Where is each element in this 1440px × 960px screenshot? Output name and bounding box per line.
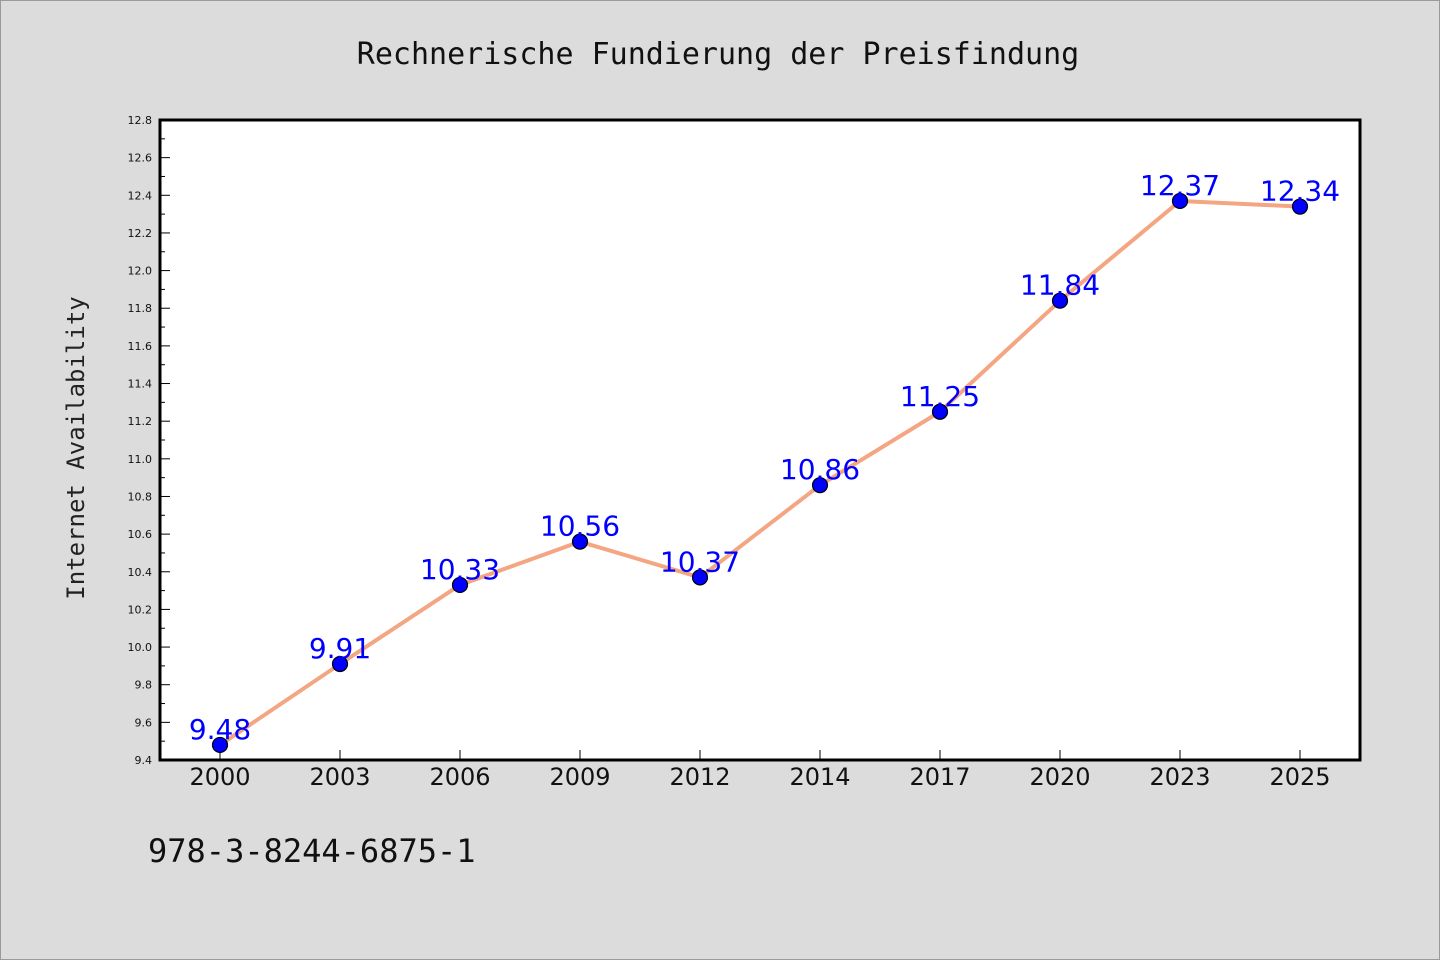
x-tick-label: 2025 (1269, 763, 1330, 791)
y-tick-label: 12.6 (128, 152, 153, 165)
data-point (331, 655, 349, 673)
y-tick-label: 10.0 (128, 641, 153, 654)
data-point (451, 576, 469, 594)
data-label: 10.33 (420, 553, 500, 586)
x-tick-label: 2023 (1149, 763, 1210, 791)
y-tick-label: 9.8 (135, 679, 153, 692)
data-label: 10.86 (780, 453, 860, 486)
plot-border (158, 118, 1362, 762)
data-point (1291, 198, 1309, 215)
x-tick-label: 2020 (1029, 763, 1090, 791)
x-tick-label: 2006 (429, 763, 490, 791)
data-label: 11.25 (900, 380, 980, 413)
y-axis: 9.4 9.6 9.8 10.0 10.2 10.4 10.6 10.8 11.0 11.2 11.… (128, 114, 170, 767)
x-axis: 2000 2003 2006 2009 2012 2014 2017 2020 2023 2025 (189, 750, 1331, 791)
x-tick-label: 2000 (189, 763, 250, 791)
isbn-text: 978-3-8244-6875-1 (148, 832, 476, 870)
y-tick-label: 10.8 (128, 490, 153, 503)
data-point (1051, 292, 1069, 309)
y-tick-label: 10.2 (128, 603, 153, 616)
y-tick-label: 11.8 (128, 302, 153, 315)
x-tick-label: 2017 (909, 763, 970, 791)
data-point (811, 477, 829, 494)
y-tick-label: 11.0 (128, 453, 153, 466)
chart-title: Rechnerische Fundierung der Preisfindung (357, 37, 1079, 72)
y-tick-label: 10.6 (128, 528, 153, 541)
y-tick-label: 12.8 (128, 114, 153, 127)
x-tick-label: 2009 (549, 763, 610, 791)
data-point (211, 736, 229, 754)
data-point (691, 569, 709, 586)
data-point (1171, 192, 1189, 210)
series-layer: 9.48 9.91 10.33 10.56 10.37 10.86 11.25 11.84 12… (189, 169, 1340, 754)
x-tick-label: 2003 (309, 763, 370, 791)
data-label: 12.37 (1140, 169, 1220, 202)
y-tick-label: 11.2 (128, 415, 153, 428)
y-tick-label: 11.6 (128, 340, 153, 353)
y-tick-label: 9.6 (135, 716, 153, 729)
data-label: 10.56 (540, 510, 620, 543)
x-tick-label: 2014 (789, 763, 850, 791)
series-line (218, 198, 1302, 747)
y-axis-label: Internet Availability (62, 296, 90, 599)
y-tick-label: 12.0 (128, 265, 153, 278)
y-tick-label: 11.4 (128, 378, 153, 391)
y-tick-label: 12.4 (128, 189, 153, 202)
y-tick-label: 10.4 (128, 566, 153, 579)
data-label: 10.37 (660, 545, 740, 578)
data-point (931, 403, 949, 420)
x-tick-label: 2012 (669, 763, 730, 791)
data-label: 12.34 (1260, 175, 1340, 208)
data-label: 9.91 (309, 632, 371, 665)
data-label: 11.84 (1020, 269, 1100, 302)
data-point (571, 533, 589, 550)
plot-area (160, 120, 1360, 760)
y-tick-label: 9.4 (135, 754, 153, 767)
data-label: 9.48 (189, 713, 251, 746)
y-tick-label: 12.2 (128, 227, 153, 240)
